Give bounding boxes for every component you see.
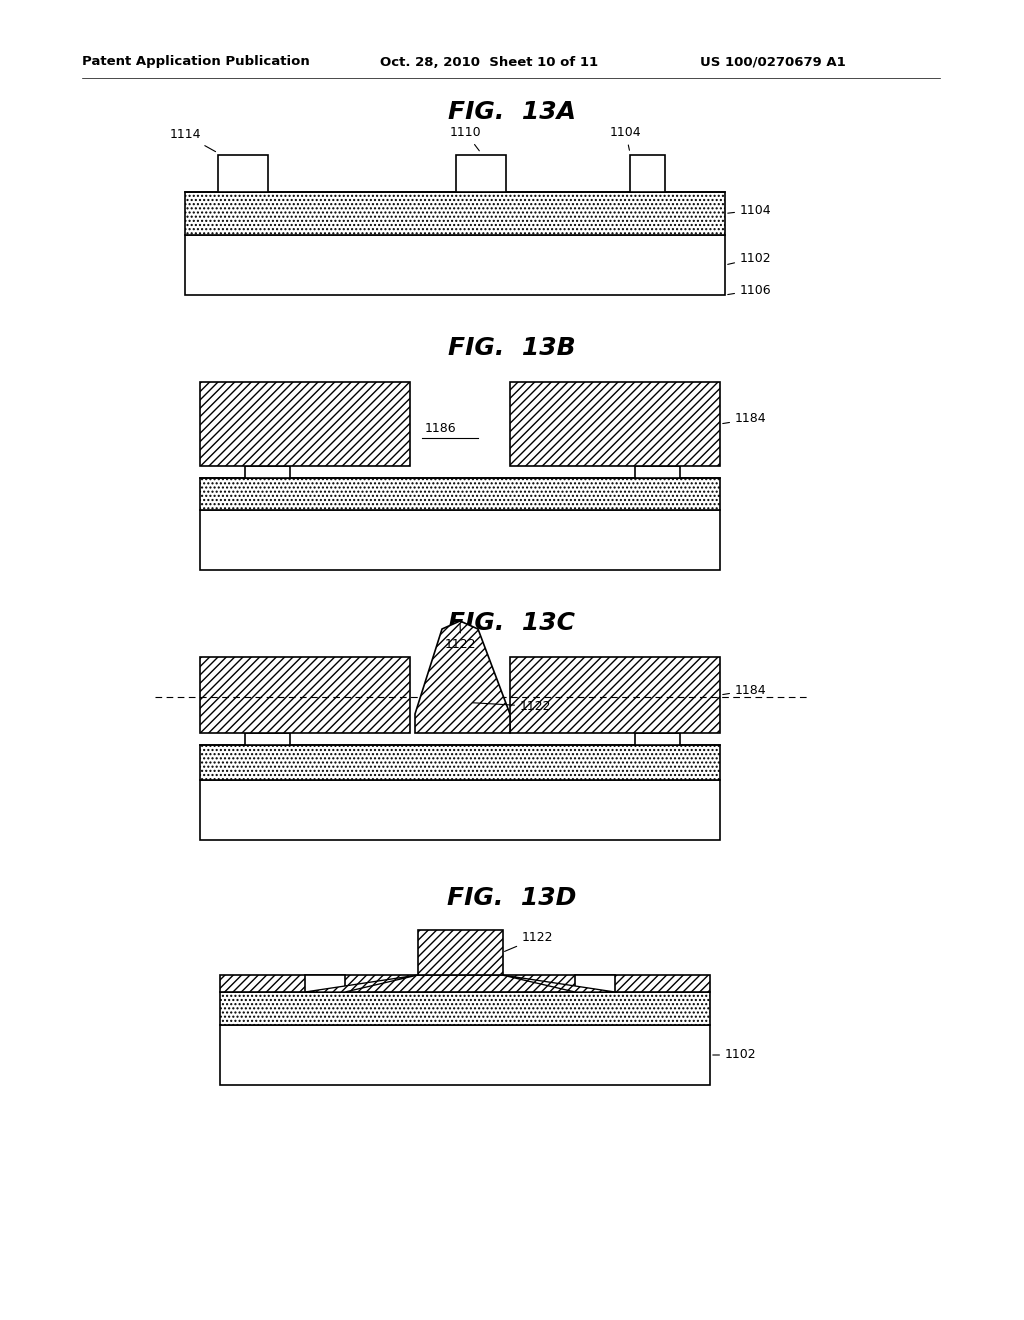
Text: 1102: 1102 xyxy=(728,252,772,264)
Text: FIG.  13A: FIG. 13A xyxy=(449,100,575,124)
Text: 1110: 1110 xyxy=(450,127,481,150)
Text: 1106: 1106 xyxy=(728,284,772,297)
Bar xyxy=(200,657,410,733)
Bar xyxy=(575,975,615,993)
Text: 1114: 1114 xyxy=(170,128,216,152)
Text: US 100/0270679 A1: US 100/0270679 A1 xyxy=(700,55,846,69)
Bar xyxy=(200,381,410,466)
Bar xyxy=(456,154,506,191)
Text: 1104: 1104 xyxy=(610,127,642,150)
Text: 1122: 1122 xyxy=(445,624,476,652)
Bar xyxy=(185,235,725,294)
Text: 1104: 1104 xyxy=(728,203,772,216)
Text: FIG.  13C: FIG. 13C xyxy=(449,611,575,635)
Bar xyxy=(245,466,290,478)
Bar xyxy=(305,975,345,993)
Text: 1122: 1122 xyxy=(473,700,552,713)
Bar xyxy=(185,191,725,235)
Bar xyxy=(510,381,720,466)
Text: 1184: 1184 xyxy=(723,412,767,425)
Bar xyxy=(200,780,720,840)
Text: 1102: 1102 xyxy=(713,1048,757,1061)
Polygon shape xyxy=(415,620,510,733)
Bar xyxy=(510,657,720,733)
Text: Patent Application Publication: Patent Application Publication xyxy=(82,55,309,69)
Text: FIG.  13D: FIG. 13D xyxy=(447,886,577,909)
Bar xyxy=(218,154,268,191)
Bar xyxy=(200,744,720,780)
Polygon shape xyxy=(502,975,615,993)
Text: FIG.  13B: FIG. 13B xyxy=(449,337,575,360)
Polygon shape xyxy=(305,975,418,993)
Bar xyxy=(245,733,290,744)
Bar xyxy=(220,1026,710,1085)
Text: 1122: 1122 xyxy=(505,931,554,952)
Bar xyxy=(418,931,503,975)
Bar xyxy=(220,993,710,1026)
Bar xyxy=(630,154,665,191)
Bar xyxy=(220,975,710,993)
Bar xyxy=(200,478,720,510)
Bar xyxy=(635,733,680,744)
Bar xyxy=(200,510,720,570)
Bar xyxy=(635,466,680,478)
Text: 1184: 1184 xyxy=(723,684,767,697)
Text: Oct. 28, 2010  Sheet 10 of 11: Oct. 28, 2010 Sheet 10 of 11 xyxy=(380,55,598,69)
Text: 1186: 1186 xyxy=(424,421,456,434)
